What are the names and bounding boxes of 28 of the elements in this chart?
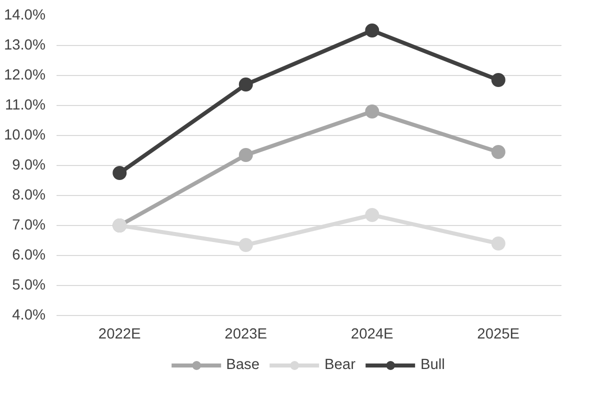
y-tick-label: 12.0% bbox=[4, 68, 46, 84]
y-tick-label: 9.0% bbox=[12, 158, 46, 174]
y-tick-label: 11.0% bbox=[5, 98, 46, 114]
point bbox=[365, 24, 380, 38]
x-tick-label: 2022E bbox=[98, 326, 142, 342]
legend-label: Base bbox=[226, 357, 260, 373]
point bbox=[365, 208, 380, 222]
point bbox=[365, 104, 380, 118]
y-tick-label: 6.0% bbox=[12, 248, 46, 264]
point bbox=[238, 148, 253, 162]
point bbox=[491, 236, 506, 250]
y-tick-label: 7.0% bbox=[12, 218, 46, 234]
legend-label: Bull bbox=[420, 357, 445, 373]
legend-label: Bear bbox=[324, 357, 356, 373]
x-tick-label: 2025E bbox=[477, 326, 520, 342]
y-tick-label: 10.0% bbox=[4, 128, 46, 144]
x-tick-label: 2023E bbox=[224, 326, 268, 342]
y-tick-label: 14.0% bbox=[4, 8, 46, 24]
point bbox=[238, 78, 253, 92]
y-tick-label: 8.0% bbox=[12, 188, 46, 204]
y-tick-label: 4.0% bbox=[12, 308, 46, 324]
y-tick-label: 5.0% bbox=[12, 278, 46, 294]
point bbox=[491, 73, 506, 87]
x-tick-label: 2024E bbox=[350, 326, 394, 342]
point bbox=[491, 145, 506, 159]
point bbox=[238, 238, 253, 252]
y-tick-label: 13.0% bbox=[4, 38, 46, 54]
point bbox=[112, 166, 127, 180]
